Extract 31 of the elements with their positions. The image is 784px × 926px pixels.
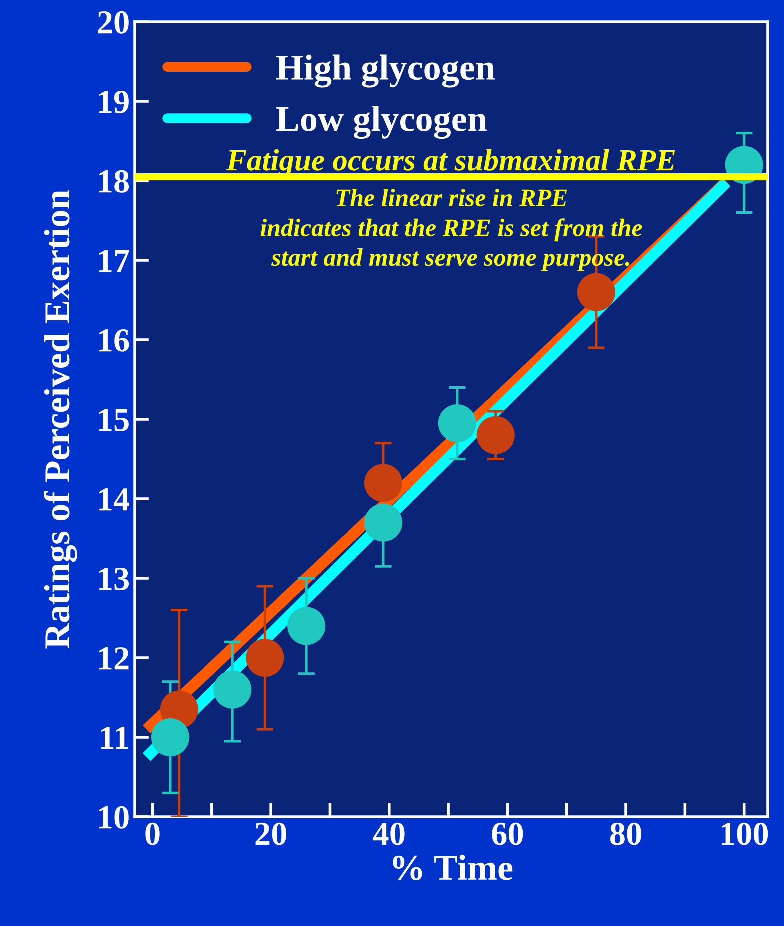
- y-tick-label: 16: [99, 329, 130, 352]
- x-tick-label: 80: [610, 822, 642, 846]
- point: [577, 273, 616, 312]
- y-tick-label: 15: [99, 409, 129, 432]
- y-tick-label: 19: [99, 90, 129, 114]
- point: [214, 670, 252, 709]
- x-tick-label: 0: [146, 822, 160, 846]
- y-tick-label: 14: [99, 488, 130, 511]
- point: [476, 416, 515, 454]
- point: [364, 464, 402, 502]
- y-tick-label: 11: [101, 727, 128, 750]
- ref-line-label: Fatigue occurs at submaximal RPE: [226, 149, 676, 178]
- y-axis-title: Ratings of Perceived Exertion: [44, 190, 78, 649]
- x-tick-label: 100: [722, 822, 768, 846]
- x-tick-label: 20: [256, 822, 286, 846]
- point: [151, 718, 190, 757]
- legend-label: Low glycogen: [276, 106, 487, 140]
- point: [246, 638, 284, 678]
- y-tick-label: 20: [98, 11, 129, 34]
- y-tick-label: 10: [99, 806, 129, 829]
- y-tick-label: 12: [99, 647, 129, 670]
- y-tick-label: 17: [99, 250, 130, 272]
- x-tick-label: 40: [373, 822, 405, 846]
- y-tick-label: 13: [99, 568, 129, 590]
- point: [364, 504, 402, 542]
- x-tick-label: 60: [492, 822, 524, 846]
- point: [288, 607, 326, 646]
- legend-label: High glycogen: [276, 54, 495, 88]
- y-tick-label: 18: [99, 170, 130, 193]
- x-axis-title: % Time: [393, 854, 513, 880]
- point: [438, 404, 476, 442]
